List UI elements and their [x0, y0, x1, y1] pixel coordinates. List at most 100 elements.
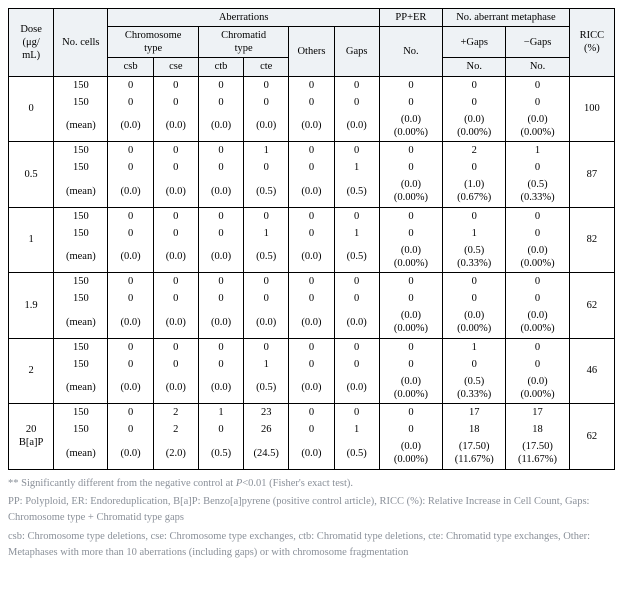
cell-cse: 0	[153, 76, 198, 94]
cell-dose: 0.5	[9, 142, 54, 208]
footnote-1c: <0.01 (Fisher's exact test).	[242, 478, 353, 489]
cell-ctb: 1	[198, 404, 243, 422]
cell-pg: 17	[443, 404, 506, 422]
cell-mg: 0	[506, 207, 569, 225]
cell-csb: 0	[108, 94, 153, 111]
cell-nocells: 150	[54, 404, 108, 422]
cell-pg: 0	[443, 76, 506, 94]
hdr-dose: Dose(μg/mL)	[9, 9, 54, 77]
cell-nocells: 150	[54, 207, 108, 225]
cell-pg: 2	[443, 142, 506, 160]
cell-cse: (0.0)	[153, 242, 198, 273]
cell-oth: 0	[289, 273, 334, 291]
hdr-cte: cte	[244, 58, 289, 76]
cell-cse: (0.0)	[153, 111, 198, 142]
cell-ricc: 100	[569, 76, 614, 142]
cell-mg: 0	[506, 159, 569, 176]
cell-oth: 0	[289, 356, 334, 373]
cell-pp: (0.0)(0.00%)	[379, 307, 442, 338]
footnote-3: csb: Chromosome type deletions, cse: Chr…	[8, 529, 615, 561]
cell-oth: (0.0)	[289, 242, 334, 273]
cell-ctb: (0.0)	[198, 176, 243, 207]
cell-csb: 0	[108, 356, 153, 373]
cell-csb: 0	[108, 338, 153, 356]
cell-cte: (24.5)	[244, 438, 289, 469]
cell-cse: (0.0)	[153, 176, 198, 207]
cell-nocells: 150	[54, 421, 108, 438]
cell-ctb: 0	[198, 421, 243, 438]
cell-pp: (0.0)(0.00%)	[379, 111, 442, 142]
cell-ctb: 0	[198, 273, 243, 291]
cell-pg: (0.0)(0.00%)	[443, 111, 506, 142]
table-row: 150000001000	[9, 159, 615, 176]
cell-ricc: 62	[569, 404, 614, 470]
cell-mg: 0	[506, 338, 569, 356]
table-row: 115000000000082	[9, 207, 615, 225]
cell-cte: 26	[244, 421, 289, 438]
cell-gap: 1	[334, 225, 379, 242]
cell-pp: 0	[379, 356, 442, 373]
hdr-gaps: Gaps	[334, 27, 379, 76]
cell-mg: 0	[506, 225, 569, 242]
cell-gap: 1	[334, 159, 379, 176]
hdr-minusgaps: −Gaps	[506, 27, 569, 58]
cell-pg: 0	[443, 290, 506, 307]
cell-pp: 0	[379, 225, 442, 242]
cell-pp: 0	[379, 421, 442, 438]
cell-csb: 0	[108, 159, 153, 176]
hdr-plusgaps: +Gaps	[443, 27, 506, 58]
table-row: 150000000000	[9, 94, 615, 111]
cell-nocells: 150	[54, 290, 108, 307]
cell-ctb: (0.0)	[198, 307, 243, 338]
cell-gap: (0.5)	[334, 176, 379, 207]
cell-csb: 0	[108, 273, 153, 291]
hdr-chromosome: Chromosometype	[108, 27, 198, 58]
cell-pp: 0	[379, 290, 442, 307]
cell-cse: 0	[153, 338, 198, 356]
hdr-no-ab-meta: No. aberrant metaphase	[443, 9, 570, 27]
cell-ctb: 0	[198, 159, 243, 176]
cell-mg: 1	[506, 142, 569, 160]
footnote-2: PP: Polyploid, ER: Endoreduplication, B[…	[8, 494, 615, 526]
cell-cse: 0	[153, 290, 198, 307]
table-row: 150000000000	[9, 290, 615, 307]
cell-cte: 0	[244, 159, 289, 176]
cell-cte: 0	[244, 338, 289, 356]
cell-cse: 0	[153, 159, 198, 176]
table-row: 0.515000010002187	[9, 142, 615, 160]
cell-cse: (0.0)	[153, 373, 198, 404]
cell-cte: (0.0)	[244, 307, 289, 338]
cell-mg: 18	[506, 421, 569, 438]
cell-pp: (0.0)(0.00%)	[379, 176, 442, 207]
table-row: (mean)(0.0)(0.0)(0.0)(0.0)(0.0)(0.0)(0.0…	[9, 307, 615, 338]
cell-cte: 0	[244, 76, 289, 94]
cell-nocells: 150	[54, 142, 108, 160]
cell-cse: (2.0)	[153, 438, 198, 469]
cell-ctb: (0.0)	[198, 111, 243, 142]
cell-mg: (0.0)(0.00%)	[506, 242, 569, 273]
cell-pg: (1.0)(0.67%)	[443, 176, 506, 207]
cell-oth: 0	[289, 142, 334, 160]
cell-nocells: 150	[54, 94, 108, 111]
cell-pg: 1	[443, 225, 506, 242]
cell-csb: (0.0)	[108, 307, 153, 338]
cell-pg: 0	[443, 273, 506, 291]
cell-pg: (17.50)(11.67%)	[443, 438, 506, 469]
cell-nocells: 150	[54, 76, 108, 94]
cell-oth: (0.0)	[289, 307, 334, 338]
cell-ctb: 0	[198, 207, 243, 225]
cell-cte: (0.5)	[244, 242, 289, 273]
table-row: 1.915000000000062	[9, 273, 615, 291]
cell-csb: 0	[108, 142, 153, 160]
cell-pp: (0.0)(0.00%)	[379, 373, 442, 404]
cell-ricc: 62	[569, 273, 614, 339]
cell-oth: 0	[289, 404, 334, 422]
cell-csb: 0	[108, 76, 153, 94]
table-row: (mean)(0.0)(2.0)(0.5)(24.5)(0.0)(0.5)(0.…	[9, 438, 615, 469]
cell-mg: (0.0)(0.00%)	[506, 111, 569, 142]
cell-gap: (0.0)	[334, 373, 379, 404]
cell-ctb: 0	[198, 142, 243, 160]
cell-cte: 0	[244, 273, 289, 291]
cell-ctb: 0	[198, 76, 243, 94]
cell-nocells: 150	[54, 225, 108, 242]
